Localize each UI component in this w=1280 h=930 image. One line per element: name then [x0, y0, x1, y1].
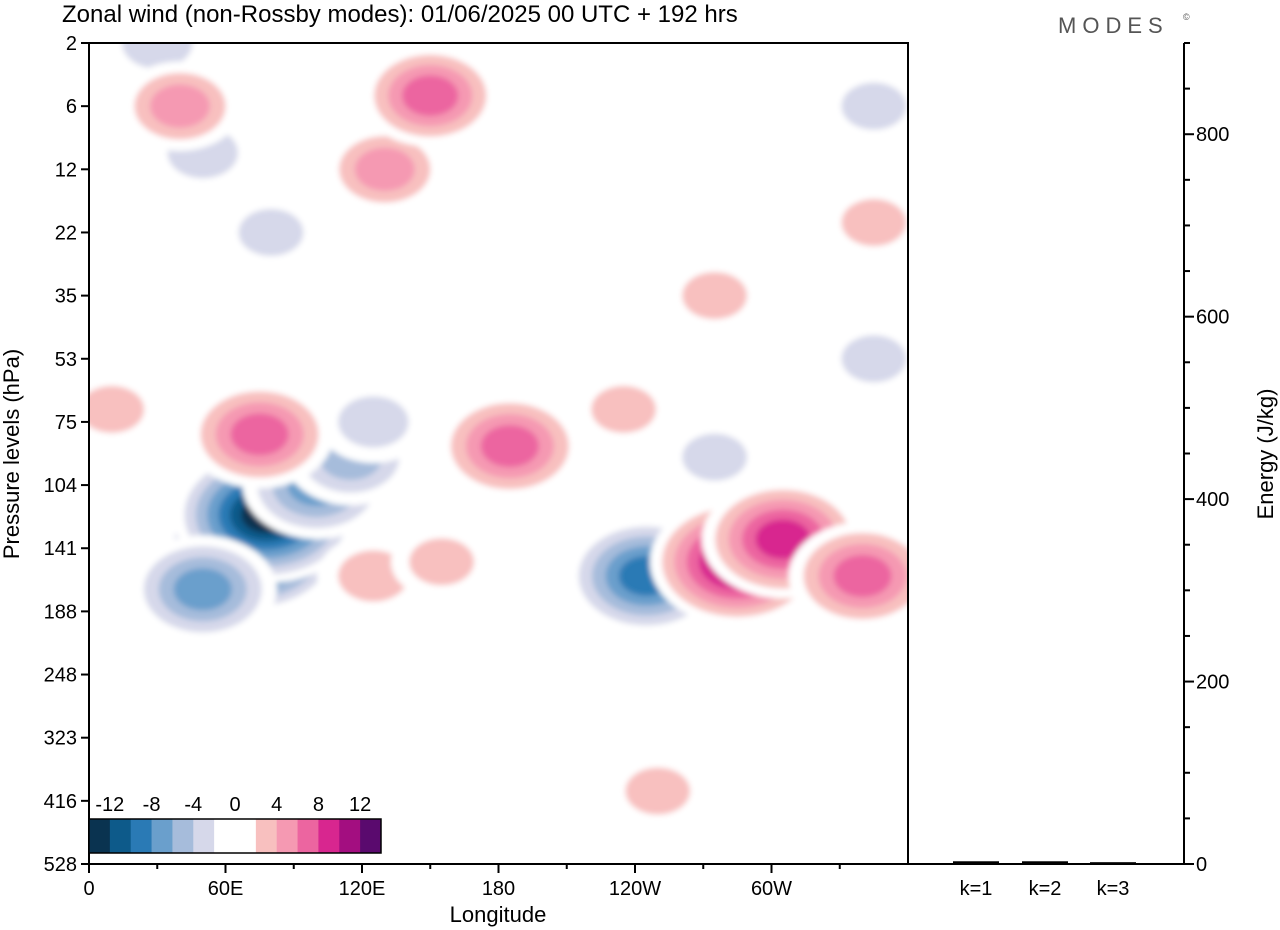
energy-tick-label: 0: [1196, 854, 1207, 876]
contour-band: [625, 767, 691, 815]
energy-tick-label: 400: [1196, 489, 1229, 511]
colorbar-label: -8: [143, 794, 161, 816]
contour-band: [150, 84, 210, 128]
chart-title: Zonal wind (non-Rossby modes): 01/06/202…: [62, 1, 738, 28]
energy-category-label: k=3: [1097, 878, 1130, 900]
colorbar-swatch: [89, 819, 111, 853]
colorbar: -12 -8 -4 0 4 8 12: [88, 794, 382, 854]
contour-band: [89, 385, 145, 433]
colorbar-label: -12: [95, 794, 124, 816]
colorbar-label: 12: [349, 794, 371, 816]
contour-band: [249, 642, 338, 707]
contour-band: [841, 82, 907, 130]
contour-band: [841, 199, 907, 247]
x-tick-label: 0: [83, 878, 94, 900]
colorbar-swatch: [318, 819, 340, 853]
y-tick-label: 6: [66, 96, 77, 118]
y-tick-label: 75: [55, 412, 77, 434]
colorbar-label: 0: [229, 794, 240, 816]
colorbar-swatch: [297, 819, 319, 853]
energy-bar: [953, 861, 999, 864]
modes-logo: MODES: [1058, 13, 1169, 38]
x-tick-label: 120W: [609, 878, 661, 900]
y-tick-label: 528: [44, 854, 77, 876]
y-axis-label: Pressure levels (hPa): [0, 349, 24, 559]
x-axis: 0 60E 120E 180 120W 60W: [83, 864, 841, 900]
contour-band: [591, 385, 656, 433]
x-tick-label: 60E: [208, 878, 244, 900]
colorbar-swatch: [130, 819, 153, 853]
energy-panel: 0 200 400 600 800 k=1 k=2 k=3: [953, 42, 1229, 900]
y-tick-label: 141: [44, 538, 77, 560]
y-tick-label: 188: [44, 601, 77, 623]
energy-category-label: k=1: [960, 878, 993, 900]
colorbar-label: 8: [313, 794, 324, 816]
contour-band: [682, 272, 747, 320]
contour-band: [833, 554, 892, 597]
contour-band: [230, 413, 289, 456]
y-axis: 2 6 12 22 35 53 75 104 141 188 248 323 416 528: [44, 33, 89, 876]
y-tick-label: 323: [44, 728, 77, 750]
colorbar-swatch: [276, 819, 299, 853]
contour-layers: [89, 43, 908, 829]
y-tick-label: 416: [44, 791, 77, 813]
contour-band: [173, 568, 232, 611]
contour-band: [238, 208, 304, 256]
y-tick-label: 2: [66, 33, 77, 55]
colorbar-swatch: [109, 819, 132, 853]
energy-tick-label: 600: [1196, 307, 1229, 329]
x-tick-label: 120E: [339, 878, 386, 900]
contour-band: [409, 263, 497, 328]
y-tick-label: 248: [44, 665, 77, 687]
contour-band: [402, 75, 459, 116]
contour-band: [682, 433, 747, 481]
energy-bar: [1090, 862, 1136, 864]
colorbar-swatch: [151, 819, 173, 853]
colorbar-swatch: [339, 819, 361, 853]
colorbar-swatch: [255, 819, 278, 853]
y-tick-label: 35: [55, 286, 77, 308]
colorbar-swatch: [172, 819, 194, 853]
contour-band: [409, 538, 474, 586]
contour-band: [354, 147, 415, 191]
y-tick-label: 12: [55, 159, 77, 181]
energy-tick-label: 800: [1196, 124, 1229, 146]
energy-tick-label: 200: [1196, 672, 1229, 694]
contour-field: [89, 43, 908, 829]
energy-bar: [1022, 861, 1068, 864]
contour-band: [480, 425, 539, 468]
contour-band: [841, 335, 907, 383]
colorbar-swatch: [360, 819, 382, 853]
y-tick-label: 53: [55, 349, 77, 371]
contour-band: [755, 519, 811, 560]
y-tick-label: 22: [55, 222, 77, 244]
energy-category-label: k=2: [1029, 878, 1062, 900]
colorbar-label: 4: [271, 794, 282, 816]
energy-axis-label: Energy (J/kg): [1253, 389, 1278, 520]
logo-mark: ©: [1183, 12, 1190, 22]
x-tick-label: 180: [482, 878, 515, 900]
y-tick-label: 104: [44, 475, 77, 497]
colorbar-frame: [88, 818, 382, 854]
colorbar-swatch: [235, 819, 257, 853]
colorbar-label: -4: [184, 794, 202, 816]
contour-band: [338, 396, 409, 448]
x-axis-label: Longitude: [450, 902, 547, 927]
colorbar-swatch: [193, 819, 215, 853]
colorbar-swatch: [214, 819, 236, 853]
x-tick-label: 60W: [751, 878, 792, 900]
